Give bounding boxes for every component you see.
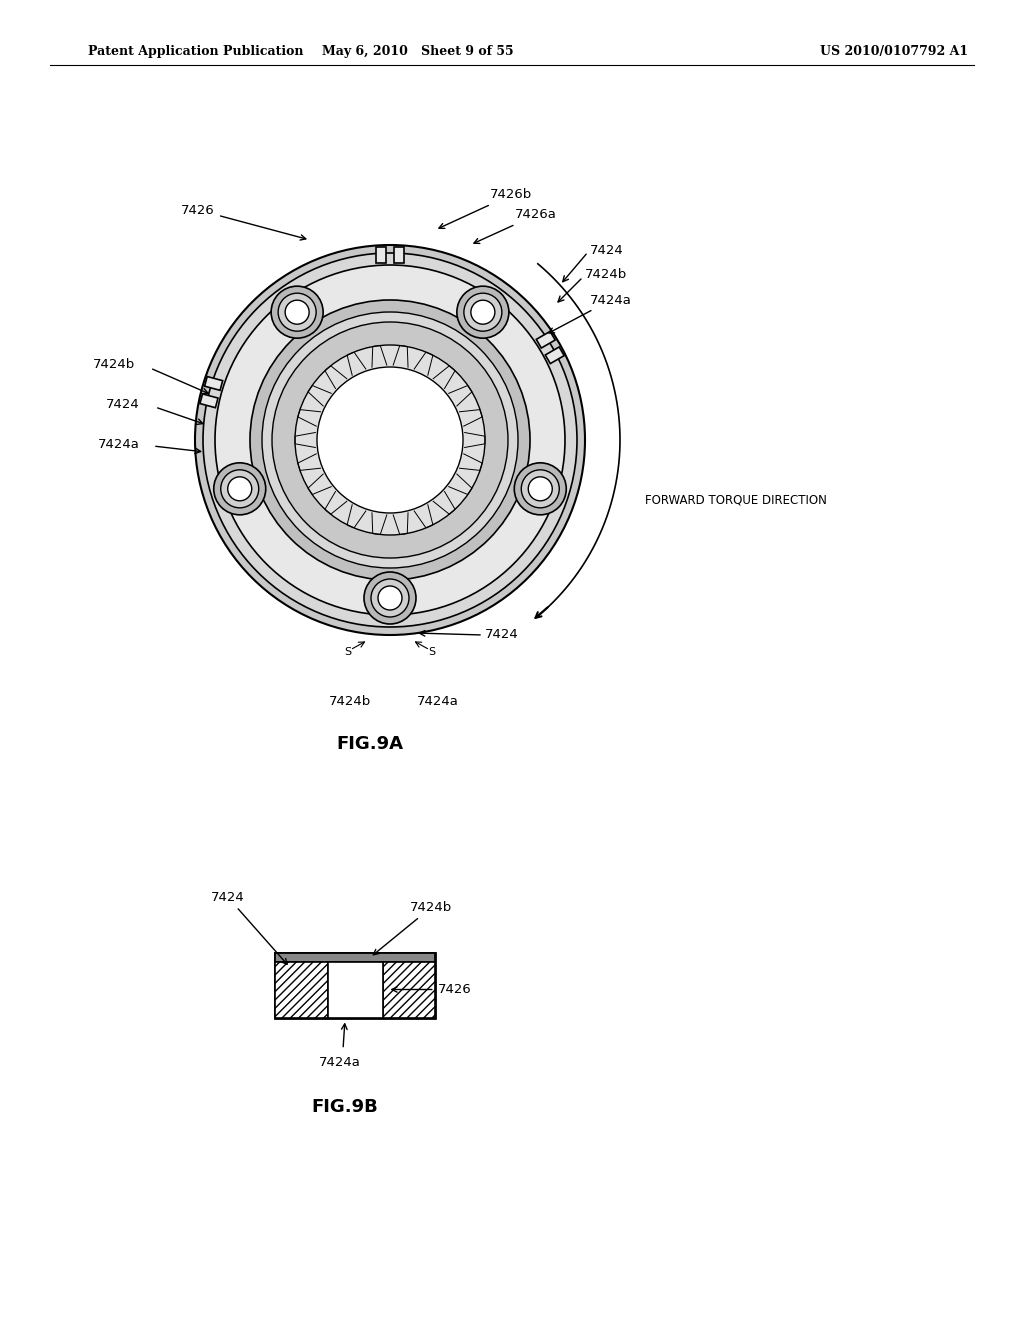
Text: 7424a: 7424a — [417, 696, 459, 708]
Circle shape — [285, 300, 309, 325]
Circle shape — [195, 246, 585, 635]
Circle shape — [514, 463, 566, 515]
Circle shape — [521, 470, 559, 508]
Text: FORWARD TORQUE DIRECTION: FORWARD TORQUE DIRECTION — [645, 494, 826, 507]
Text: 7424a: 7424a — [98, 438, 140, 451]
Polygon shape — [200, 393, 218, 408]
Text: 7424b: 7424b — [93, 359, 135, 371]
Circle shape — [262, 312, 518, 568]
Text: 7424: 7424 — [485, 628, 519, 642]
Circle shape — [295, 345, 485, 535]
Circle shape — [203, 253, 577, 627]
Circle shape — [272, 322, 508, 558]
Text: S: S — [344, 647, 351, 657]
Circle shape — [214, 463, 266, 515]
Polygon shape — [376, 247, 386, 263]
Circle shape — [250, 300, 530, 579]
Circle shape — [279, 293, 316, 331]
Polygon shape — [546, 347, 564, 363]
Text: 7426a: 7426a — [474, 209, 557, 243]
Text: 7424b: 7424b — [374, 902, 453, 954]
Text: FIG.9B: FIG.9B — [311, 1097, 379, 1115]
Circle shape — [221, 470, 259, 508]
Text: 7424: 7424 — [211, 891, 287, 964]
Circle shape — [271, 286, 324, 338]
Circle shape — [364, 572, 416, 624]
Circle shape — [464, 293, 502, 331]
Text: 7426: 7426 — [181, 203, 306, 240]
Circle shape — [471, 300, 495, 325]
Polygon shape — [205, 376, 222, 391]
Circle shape — [528, 477, 552, 500]
Circle shape — [215, 265, 565, 615]
Text: FIG.9A: FIG.9A — [337, 735, 403, 752]
Text: US 2010/0107792 A1: US 2010/0107792 A1 — [820, 45, 968, 58]
Text: 7426: 7426 — [392, 983, 471, 997]
Text: Patent Application Publication: Patent Application Publication — [88, 45, 303, 58]
Text: 7424b: 7424b — [585, 268, 628, 281]
Polygon shape — [394, 247, 404, 263]
Text: 7424b: 7424b — [329, 696, 371, 708]
Bar — [328, 961, 383, 1018]
Circle shape — [371, 579, 409, 616]
Text: 7424: 7424 — [590, 243, 624, 256]
Text: 7424a: 7424a — [319, 1056, 360, 1068]
Circle shape — [378, 586, 402, 610]
Circle shape — [227, 477, 252, 500]
Bar — [275, 953, 435, 961]
Circle shape — [457, 286, 509, 338]
Bar — [275, 961, 328, 1018]
Bar — [383, 961, 435, 1018]
Text: 7424a: 7424a — [549, 293, 632, 333]
Polygon shape — [537, 331, 555, 348]
Bar — [275, 953, 435, 1018]
Text: 7424: 7424 — [106, 399, 140, 412]
Text: 7426b: 7426b — [439, 189, 532, 228]
Text: S: S — [428, 647, 435, 657]
Text: May 6, 2010   Sheet 9 of 55: May 6, 2010 Sheet 9 of 55 — [323, 45, 514, 58]
Circle shape — [317, 367, 463, 513]
